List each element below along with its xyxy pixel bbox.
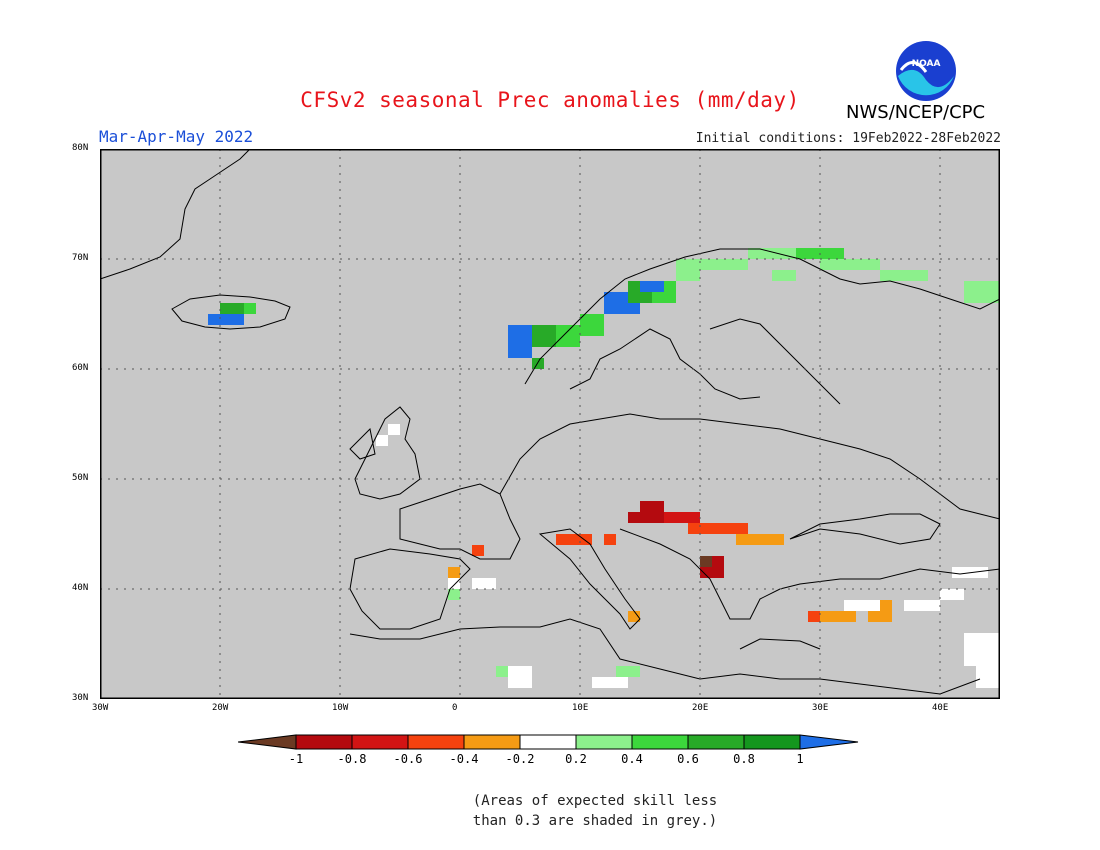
colorbar-label: 1 xyxy=(796,752,804,766)
lat-label: 80N xyxy=(72,143,89,153)
anomaly-cell xyxy=(532,325,556,347)
lon-label: 0 xyxy=(452,703,458,713)
anomaly-cell xyxy=(532,358,544,369)
anomaly-cell xyxy=(736,534,784,545)
lat-label: 50N xyxy=(72,473,89,483)
map-title: CFSv2 seasonal Prec anomalies (mm/day) xyxy=(300,88,800,112)
lon-label: 20E xyxy=(692,703,709,713)
skill-note-line-2: than 0.3 are shaded in grey.) xyxy=(472,813,718,829)
anomaly-cell xyxy=(664,512,700,523)
anomaly-cell xyxy=(580,314,604,336)
anomaly-cell xyxy=(880,270,928,281)
colorbar-label: -0.6 xyxy=(393,752,423,766)
colorbar-label: 0.8 xyxy=(733,752,755,766)
anomaly-cell xyxy=(388,424,400,435)
map-canvas xyxy=(99,148,1001,700)
colorbar-min-arrow xyxy=(238,734,297,750)
anomaly-cell xyxy=(604,534,616,545)
colorbar-segment xyxy=(631,734,689,750)
anomaly-cell xyxy=(208,314,244,325)
lon-label: 10W xyxy=(332,703,349,713)
anomaly-cell xyxy=(220,303,244,314)
lat-label: 30N xyxy=(72,693,89,703)
lon-label: 20W xyxy=(212,703,229,713)
anomaly-cell xyxy=(820,611,856,622)
colorbar-segment xyxy=(407,734,465,750)
anomaly-cell xyxy=(628,512,664,523)
anomaly-cell xyxy=(496,666,508,677)
skill-note: (Areas of expected skill less than 0.3 a… xyxy=(0,791,1100,831)
coastlines xyxy=(99,148,1001,695)
colorbar-label: -0.8 xyxy=(337,752,367,766)
anomaly-cell xyxy=(448,578,460,589)
anomaly-cell xyxy=(772,270,796,281)
lat-label: 60N xyxy=(72,363,89,373)
colorbar-label: 0.4 xyxy=(621,752,643,766)
precip-anomaly-map xyxy=(99,148,1001,700)
anomaly-cell xyxy=(472,578,496,589)
lat-label: 70N xyxy=(72,253,89,263)
colorbar-segment xyxy=(519,734,577,750)
anomaly-cell xyxy=(700,556,712,567)
anomaly-cell xyxy=(556,534,592,545)
anomaly-cell xyxy=(640,501,664,512)
colorbar-label: 0.6 xyxy=(677,752,699,766)
anomaly-cell xyxy=(508,666,532,688)
anomaly-cell xyxy=(640,281,664,292)
colorbar-segment xyxy=(687,734,745,750)
colorbar-label: 0.2 xyxy=(565,752,587,766)
anomaly-cell xyxy=(844,600,880,611)
logo-text: NOAA xyxy=(912,59,941,69)
skill-note-line-1: (Areas of expected skill less xyxy=(472,793,718,809)
anomaly-cell xyxy=(616,666,640,677)
anomaly-cell xyxy=(976,666,1000,688)
anomaly-cell xyxy=(748,248,820,259)
map-background xyxy=(100,149,1000,699)
anomaly-cell xyxy=(508,325,532,358)
colorbar-segment xyxy=(743,734,801,750)
colorbar-segment xyxy=(463,734,521,750)
initial-conditions: Initial conditions: 19Feb2022-28Feb2022 xyxy=(695,131,1001,146)
anomaly-cell xyxy=(964,281,1000,303)
anomaly-cell xyxy=(880,600,892,611)
map-frame xyxy=(99,148,1001,700)
anomaly-cell xyxy=(868,611,892,622)
anomaly-cell xyxy=(808,611,820,622)
colorbar xyxy=(238,734,859,750)
anomaly-cell xyxy=(472,545,484,556)
anomaly-cell xyxy=(940,589,964,600)
lon-label: 30E xyxy=(812,703,829,713)
colorbar-segment xyxy=(295,734,353,750)
anomaly-cell xyxy=(688,523,748,534)
noaa-logo: NOAA xyxy=(896,41,956,101)
anomaly-cell xyxy=(448,589,460,600)
colorbar-max-arrow xyxy=(799,734,859,750)
forecast-period: Mar-Apr-May 2022 xyxy=(99,127,254,146)
colorbar-label: -0.4 xyxy=(449,752,479,766)
lon-label: 40E xyxy=(932,703,949,713)
anomaly-cell xyxy=(820,259,880,270)
organization-label: NWS/NCEP/CPC xyxy=(846,102,986,123)
anomaly-cell xyxy=(592,677,628,688)
anomaly-cell xyxy=(244,303,256,314)
colorbar-segments xyxy=(238,734,859,750)
colorbar-label: -0.2 xyxy=(505,752,535,766)
lon-label: 30W xyxy=(92,703,109,713)
colorbar-label: -1 xyxy=(288,752,304,766)
colorbar-segment xyxy=(351,734,409,750)
lat-label: 40N xyxy=(72,583,89,593)
anomaly-cell xyxy=(556,325,580,347)
anomaly-cell xyxy=(964,633,1000,666)
anomaly-cell xyxy=(448,567,460,578)
anomaly-cell xyxy=(904,600,940,611)
lon-label: 10E xyxy=(572,703,589,713)
anomaly-cell xyxy=(376,435,388,446)
anomaly-cell xyxy=(700,259,748,270)
colorbar-segment xyxy=(575,734,633,750)
anomaly-cell xyxy=(628,611,640,622)
anomaly-cell xyxy=(676,259,700,281)
